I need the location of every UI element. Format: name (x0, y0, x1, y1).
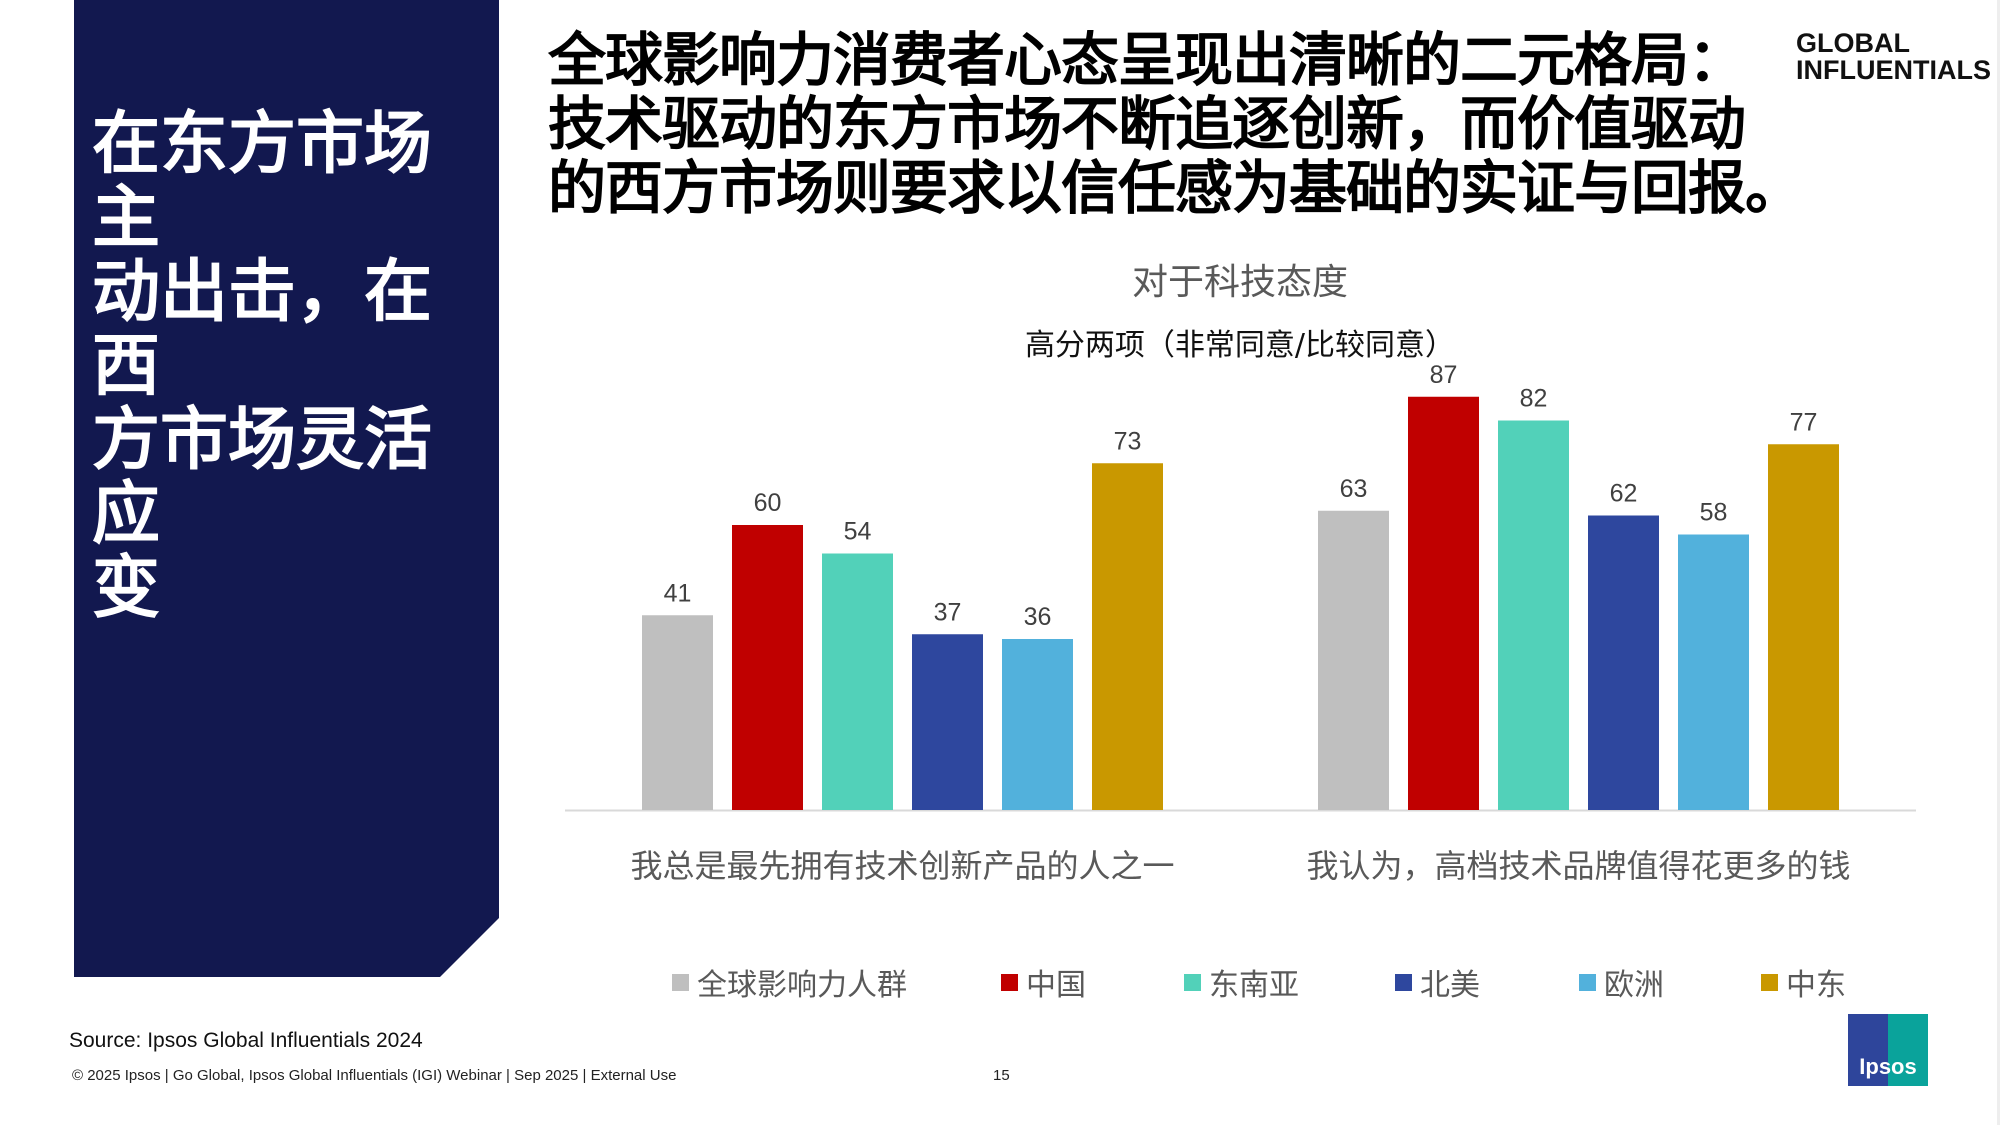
chart-legend: 全球影响力人群 中国 东南亚 北美 欧洲 中东 (0, 960, 2000, 1003)
headline-line: 动出击，在西 (92, 253, 433, 406)
title-line: 技术驱动的东方市场不断追逐创新，而价值驱动 (548, 90, 1746, 158)
chart-title: 对于科技态度 (1132, 262, 1348, 303)
data-label: 36 (1024, 603, 1052, 631)
legend-swatch (1001, 973, 1018, 991)
ipsos-logo: Ipsos (1848, 1014, 1928, 1086)
bar (1408, 396, 1479, 810)
data-label: 62 (1610, 480, 1638, 508)
data-label: 60 (754, 489, 782, 517)
legend-label: 全球影响力人群 (697, 968, 907, 1003)
headline-line: 变 (92, 549, 161, 628)
legend-swatch (1761, 973, 1778, 991)
sidebar-panel (74, 0, 499, 977)
title-line: 全球影响力消费者心态呈现出清晰的二元格局： (548, 26, 1746, 94)
chart-subtitle: 高分两项（非常同意/比较同意） (1025, 328, 1455, 363)
legend-item: 北美 (1395, 960, 1480, 1004)
legend-label: 中国 (1026, 968, 1086, 1003)
data-label: 87 (1430, 361, 1458, 389)
legend-label: 北美 (1420, 968, 1480, 1003)
copyright-footer: © 2025 Ipsos | Go Global, Ipsos Global I… (72, 1067, 677, 1084)
legend-item: 东南亚 (1184, 960, 1299, 1004)
legend-item: 中国 (1001, 960, 1086, 1004)
legend-swatch (1579, 973, 1596, 991)
data-label: 54 (844, 518, 872, 546)
brand-line: GLOBAL (1796, 28, 1910, 58)
bar (1768, 444, 1839, 810)
data-label: 41 (664, 579, 692, 607)
legend-swatch (672, 973, 689, 991)
data-label: 82 (1520, 385, 1548, 413)
bar (1002, 639, 1073, 810)
brand-line: INFLUENTIALS (1796, 55, 1991, 85)
legend-label: 中东 (1786, 968, 1846, 1003)
global-influentials-logo: GLOBAL INFLUENTIALS (1796, 30, 1991, 84)
source-note: Source: Ipsos Global Influentials 2024 (69, 1029, 423, 1052)
bar (1092, 463, 1163, 810)
bar (1678, 534, 1749, 810)
bar (732, 525, 803, 810)
title-line: 的西方市场则要求以信任感为基础的实证与回报。 (548, 154, 1803, 222)
data-label: 58 (1700, 499, 1728, 527)
legend-swatch (1395, 973, 1412, 991)
bar (642, 615, 713, 810)
page-number: 15 (993, 1067, 1010, 1084)
legend-item: 全球影响力人群 (672, 960, 907, 1004)
category-label: 我总是最先拥有技术创新产品的人之一 (630, 847, 1174, 885)
sidebar-headline: 在东方市场主 动出击，在西 方市场灵活应 变 (92, 108, 492, 626)
legend-label: 东南亚 (1209, 968, 1299, 1003)
bar (1588, 515, 1659, 810)
bar (822, 553, 893, 810)
data-label: 63 (1340, 475, 1368, 503)
data-label: 73 (1114, 427, 1142, 455)
bar (1498, 420, 1569, 810)
legend-label: 欧洲 (1604, 968, 1664, 1003)
slide-edge (1997, 0, 2000, 1125)
bar (1318, 510, 1389, 810)
legend-swatch (1184, 973, 1201, 991)
category-label: 我认为，高档技术品牌值得花更多的钱 (1306, 847, 1850, 885)
legend-item: 欧洲 (1579, 960, 1664, 1004)
bar (912, 634, 983, 810)
headline-line: 方市场灵活应 (92, 401, 433, 554)
legend-item: 中东 (1761, 960, 1846, 1004)
page-title: 全球影响力消费者心态呈现出清晰的二元格局： 技术驱动的东方市场不断追逐创新，而价… (548, 28, 1808, 220)
data-label: 77 (1790, 408, 1818, 436)
data-label: 37 (934, 598, 962, 626)
headline-line: 在东方市场主 (92, 105, 433, 258)
